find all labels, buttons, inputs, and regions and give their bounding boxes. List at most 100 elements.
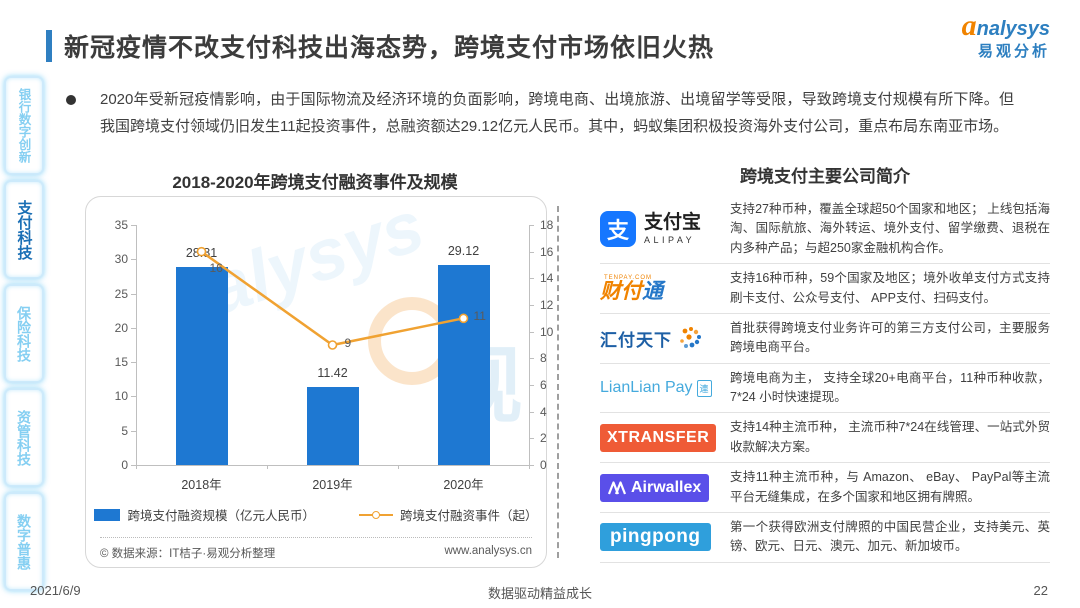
y-tick-mark-right: [529, 358, 534, 360]
lianlian-name: LianLian Pay: [600, 379, 693, 396]
y-tick-mark-right: [529, 305, 534, 306]
y-tick-mark-left: [131, 293, 136, 295]
chart-title: 2018-2020年跨境支付融资事件及规模: [172, 173, 458, 192]
footer-page-number: 22: [1033, 583, 1048, 598]
legend-bar-series: 跨境支付融资规模（亿元人民币）: [94, 505, 315, 524]
line-value-label: 16: [209, 260, 223, 275]
vertical-dashed-divider: [557, 206, 559, 558]
x-axis: [136, 465, 529, 466]
company-row-alipay: 支 支付宝 ALIPAY 支持27种币种，覆盖全球超50个国家和地区； 上线包括…: [600, 195, 1050, 265]
bar-legend-swatch: [94, 508, 121, 521]
y-tick-right: 6: [540, 378, 547, 392]
y-tick-mark-left: [131, 362, 136, 364]
sidebar-item-digital-inclusion[interactable]: 数字普惠: [4, 492, 44, 591]
y-tick-right: 0: [540, 458, 547, 472]
sidebar-item-bank-digital[interactable]: 银行数字创新: [4, 76, 44, 175]
tenpay-description: 支持16种币种，59个国家及地区；境外收单支付方式支持刷卡支付、公众号支付、 A…: [730, 271, 1050, 305]
bar-2020年: [437, 265, 490, 465]
y-tick-mark-right: [529, 251, 534, 253]
alipay-name-cn: 支付宝: [644, 212, 702, 234]
y-tick-left: 20: [114, 320, 128, 335]
sidebar-item-asset-tech[interactable]: 资管科技: [4, 388, 44, 487]
summary-bullet: 2020年受新冠疫情影响，由于国际物流及经济环境的负面影响，跨境电商、出境旅游、…: [66, 87, 1014, 140]
legend-line-series: 跨境支付融资事件（起）: [359, 505, 538, 524]
footer-date: 2021/6/9: [30, 583, 81, 598]
line-point: [327, 340, 338, 350]
line-value-label: 11: [473, 309, 486, 324]
y-tick-left: 25: [114, 286, 128, 301]
website-link[interactable]: www.analysys.cn: [444, 545, 532, 557]
line-point: [458, 313, 469, 324]
tenpay-name-orange: 财付: [600, 280, 642, 303]
header: 新冠疫情不改支付科技出海态势，跨境支付市场依旧火热: [46, 28, 714, 64]
sidebar-item-payment-tech[interactable]: 支付科技: [4, 180, 44, 279]
airwallex-mark-icon: [608, 480, 626, 494]
analysys-logo: analysys 易观分析: [962, 10, 1050, 59]
y-tick-right: 18: [540, 218, 554, 232]
y-tick-left: 0: [121, 458, 128, 472]
bullet-icon: [66, 95, 76, 105]
alipay-name-en: ALIPAY: [644, 235, 696, 246]
y-tick-mark-left: [131, 396, 136, 398]
line-legend-label: 跨境支付融资事件（起）: [400, 509, 538, 523]
lianlian-badge-icon: 連: [696, 379, 712, 397]
y-tick-mark-right: [529, 465, 534, 466]
lianlian-description: 跨境电商为主， 支持全球20+电商平台，11种币种收款，7*24 小时快速提现。: [730, 370, 1050, 404]
xtransfer-logo: XTRANSFER: [600, 423, 730, 452]
tenpay-url: TENPAY.COM: [604, 275, 653, 281]
y-tick-mark-right: [529, 385, 534, 386]
y-tick-mark-right: [529, 438, 534, 440]
x-tick-mark: [136, 465, 137, 469]
line-value-label: 9: [344, 336, 352, 350]
sidebar: 银行数字创新 支付科技 保险科技 资管科技 数字普惠: [4, 76, 44, 591]
companies-title: 跨境支付主要公司简介: [740, 167, 910, 186]
analysys-logo-cn: 易观分析: [977, 42, 1050, 60]
bar-value-label: 11.42: [317, 365, 348, 380]
huifu-logo: 汇付天下: [600, 325, 730, 351]
bar-2019年: [306, 386, 359, 465]
x-category-label: 2019年: [312, 478, 353, 492]
y-tick-right: 12: [540, 298, 554, 312]
airwallex-name: Airwallex: [631, 478, 702, 496]
tenpay-name-blue: 通: [642, 280, 663, 303]
x-category-label: 2018年: [181, 478, 222, 492]
y-axis-right: [529, 225, 530, 465]
pingpong-description: 第一个获得欧洲支付牌照的中国民营企业，支持美元、英镑、欧元、日元、澳元、加元、新…: [730, 519, 1050, 554]
company-row-pingpong: pingpong 第一个获得欧洲支付牌照的中国民营企业，支持美元、英镑、欧元、日…: [600, 513, 1050, 563]
y-tick-right: 8: [540, 351, 547, 366]
pingpong-name: pingpong: [600, 523, 711, 552]
summary-text: 2020年受新冠疫情影响，由于国际物流及经济环境的负面影响，跨境电商、出境旅游、…: [100, 91, 1014, 135]
company-row-airwallex: Airwallex 支持11种主流币种，与 Amazon、 eBay、 PayP…: [600, 463, 1050, 513]
airwallex-logo: Airwallex: [600, 473, 730, 502]
x-tick-mark: [398, 465, 399, 469]
company-row-huifu: 汇付天下 首批获得跨境支付业务许可的第三方支付公司，主要服务跨境电商平台。: [600, 314, 1050, 364]
x-category-label: 2020年: [443, 478, 484, 492]
y-tick-left: 30: [114, 252, 128, 267]
company-row-lianlian: LianLian Pay 連 跨境电商为主， 支持全球20+电商平台，11种币种…: [600, 364, 1050, 414]
footer-motto: 数据驱动精益成长: [487, 586, 592, 601]
alipay-logo: 支 支付宝 ALIPAY: [600, 211, 730, 248]
airwallex-description: 支持11种主流币种，与 Amazon、 eBay、 PayPal等主流平台无缝集…: [730, 470, 1050, 504]
y-tick-mark-left: [131, 327, 136, 329]
y-tick-left: 15: [114, 355, 128, 370]
company-row-xtransfer: XTRANSFER 支持14种主流币种， 主流币种7*24在线管理、一站式外贸收…: [600, 413, 1050, 464]
data-source: © 数据来源：IT桔子·易观分析整理: [100, 548, 276, 560]
y-tick-mark-right: [529, 225, 534, 226]
y-tick-mark-right: [529, 331, 534, 333]
y-tick-left: 5: [121, 423, 128, 438]
y-tick-left: 10: [114, 389, 128, 404]
analysys-logo-en: analysys: [961, 9, 1050, 42]
line-point: [196, 246, 207, 257]
x-tick-mark: [267, 465, 268, 469]
title-accent-bar: [46, 30, 52, 62]
page-title: 新冠疫情不改支付科技出海态势，跨境支付市场依旧火热: [64, 34, 715, 62]
y-tick-mark-left: [131, 225, 136, 226]
y-tick-left: 35: [114, 218, 128, 232]
y-tick-mark-left: [131, 465, 136, 466]
sidebar-item-insurance-tech[interactable]: 保险科技: [4, 284, 44, 383]
y-axis-left: [136, 225, 137, 465]
company-row-tenpay: TENPAY.COM 财付通 支持16种币种，59个国家及地区；境外收单支付方式…: [600, 264, 1050, 314]
x-tick-mark: [529, 465, 530, 469]
y-tick-mark-left: [131, 430, 136, 432]
